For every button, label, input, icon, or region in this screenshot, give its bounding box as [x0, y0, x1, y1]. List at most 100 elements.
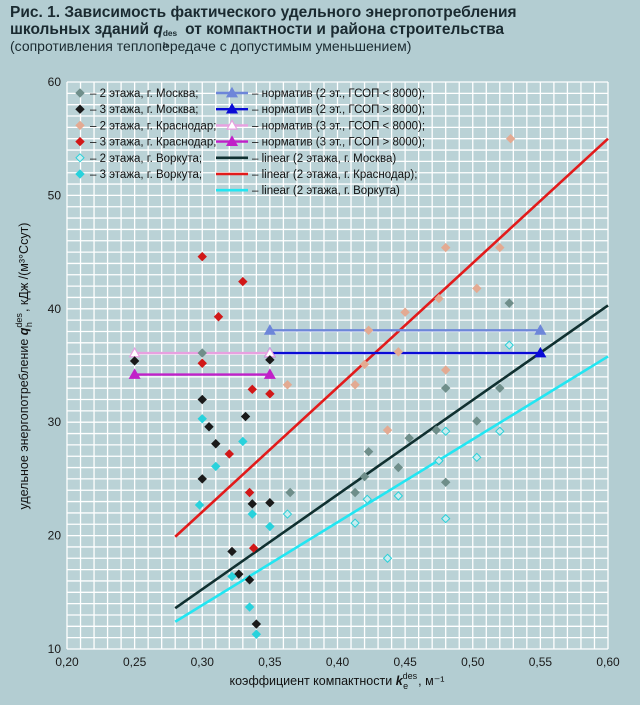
data-point: [472, 283, 482, 294]
y-tick-label: 40: [48, 302, 62, 316]
data-point: [504, 340, 514, 350]
norm-marker: [534, 324, 547, 335]
data-point: [472, 452, 482, 463]
y-tick-label: 10: [48, 642, 62, 656]
data-point: [244, 575, 255, 585]
x-tick-label: 0,25: [123, 655, 147, 669]
norm-lines: [128, 324, 547, 379]
data-point: [363, 446, 374, 457]
norm-marker: [263, 324, 276, 335]
data-point: [197, 394, 207, 405]
data-point: [472, 416, 482, 426]
caption-line-3: (сопротивления теплопередаче с допустимы…: [10, 38, 412, 54]
legend-marker: [75, 88, 85, 98]
data-point: [440, 242, 451, 253]
x-axis-label: коэффициент компактности kdes e, м⁻¹: [230, 671, 445, 691]
legend-label: – 3 этажа, г. Воркута;: [90, 169, 202, 181]
data-point: [197, 414, 207, 424]
data-point: [363, 325, 374, 336]
legend-label: – 2 этажа, г. Воркута;: [90, 153, 202, 165]
legend-marker: [225, 86, 239, 98]
legend-label: – норматив (3 эт., ГСОП > 8000);: [252, 137, 425, 149]
legend-marker: [225, 135, 239, 146]
x-tick-label: 0,20: [55, 655, 79, 669]
data-point: [251, 619, 262, 629]
data-point: [285, 487, 295, 498]
y-axis-label: удельное энергопотребление qdesh, кДж /(…: [14, 223, 34, 510]
data-point: [240, 411, 251, 422]
legend: – 2 этажа, г. Москва; – 3 этажа, г. Москв…: [75, 86, 425, 197]
norm-marker: [534, 346, 547, 358]
data-point: [234, 569, 244, 579]
data-point: [362, 494, 372, 505]
data-point: [265, 355, 275, 365]
data-point: [227, 546, 237, 557]
legend-marker: [225, 119, 239, 130]
data-point: [359, 471, 370, 482]
data-point: [440, 383, 451, 393]
data-point: [265, 498, 275, 508]
y-tick-label: 50: [48, 188, 62, 202]
data-point: [251, 629, 262, 639]
x-tick-label: 0,30: [191, 655, 215, 669]
legend-marker: [75, 136, 85, 147]
legend-label: – linear (2 этажа, г. Москва): [252, 153, 396, 165]
x-tick-labels: 0,20 0,25 0,30 0,35 0,40 0,45 0,50 0,55 0,60: [55, 655, 620, 669]
figure-caption: Рис. 1. Зависимость фактического удельно…: [10, 4, 630, 55]
data-point: [431, 425, 441, 435]
caption-line-2-suffix: от компактности и района строительства: [180, 21, 505, 38]
data-point: [238, 276, 248, 287]
x-tick-label: 0,55: [529, 655, 553, 669]
data-point: [504, 298, 514, 308]
data-point: [495, 383, 505, 393]
data-point: [247, 509, 257, 519]
data-point: [265, 521, 275, 532]
legend-label: – норматив (3 эт., ГСОП < 8000);: [252, 120, 425, 132]
data-point: [440, 426, 451, 436]
data-point: [194, 500, 205, 510]
caption-line-1: Рис. 1. Зависимость фактического удельно…: [10, 4, 517, 21]
data-point: [282, 509, 293, 519]
legend-label: – норматив (2 эт., ГСОП > 8000);: [252, 104, 425, 116]
data-point: [238, 436, 248, 447]
norm-marker: [263, 368, 276, 379]
legend-label: – linear (2 этажа, г. Воркута): [252, 185, 400, 197]
data-point: [382, 553, 393, 563]
data-point: [440, 513, 451, 524]
x-tick-label: 0,60: [596, 655, 620, 669]
y-tick-label: 60: [48, 75, 62, 89]
data-point: [211, 439, 221, 449]
norm-marker: [128, 368, 141, 379]
legend-label: – норматив (2 эт., ГСОП < 8000);: [252, 88, 425, 100]
data-point: [211, 461, 221, 472]
caption-superscript: des: [162, 28, 178, 38]
x-tick-label: 0,35: [258, 655, 282, 669]
data-point: [213, 312, 224, 322]
x-tick-label: 0,45: [393, 655, 417, 669]
legend-marker: [75, 104, 85, 114]
caption-line-2: школьных зданий q des h от компактности и …: [10, 21, 630, 50]
data-point: [197, 474, 207, 484]
data-point: [505, 133, 516, 144]
data-point: [244, 602, 255, 612]
x-tick-label: 0,50: [461, 655, 485, 669]
data-point: [495, 426, 505, 436]
data-point: [350, 380, 360, 390]
data-point: [393, 347, 404, 357]
caption-subscript: h: [162, 40, 168, 50]
legend-label: – 2 этажа, г. Краснодар;: [90, 120, 216, 132]
data-point: [440, 477, 451, 488]
data-point: [350, 518, 360, 528]
x-tick-label: 0,40: [326, 655, 350, 669]
data-point: [227, 571, 237, 582]
data-point: [244, 487, 255, 498]
legend-label: – 2 этажа, г. Москва;: [90, 88, 198, 100]
data-point: [359, 359, 370, 370]
y-tick-label: 20: [48, 529, 62, 543]
data-point: [197, 358, 207, 368]
data-point: [400, 307, 410, 317]
y-tick-labels: 10 20 30 40 50 60: [48, 75, 62, 656]
data-point: [393, 491, 404, 501]
data-point: [224, 449, 235, 459]
